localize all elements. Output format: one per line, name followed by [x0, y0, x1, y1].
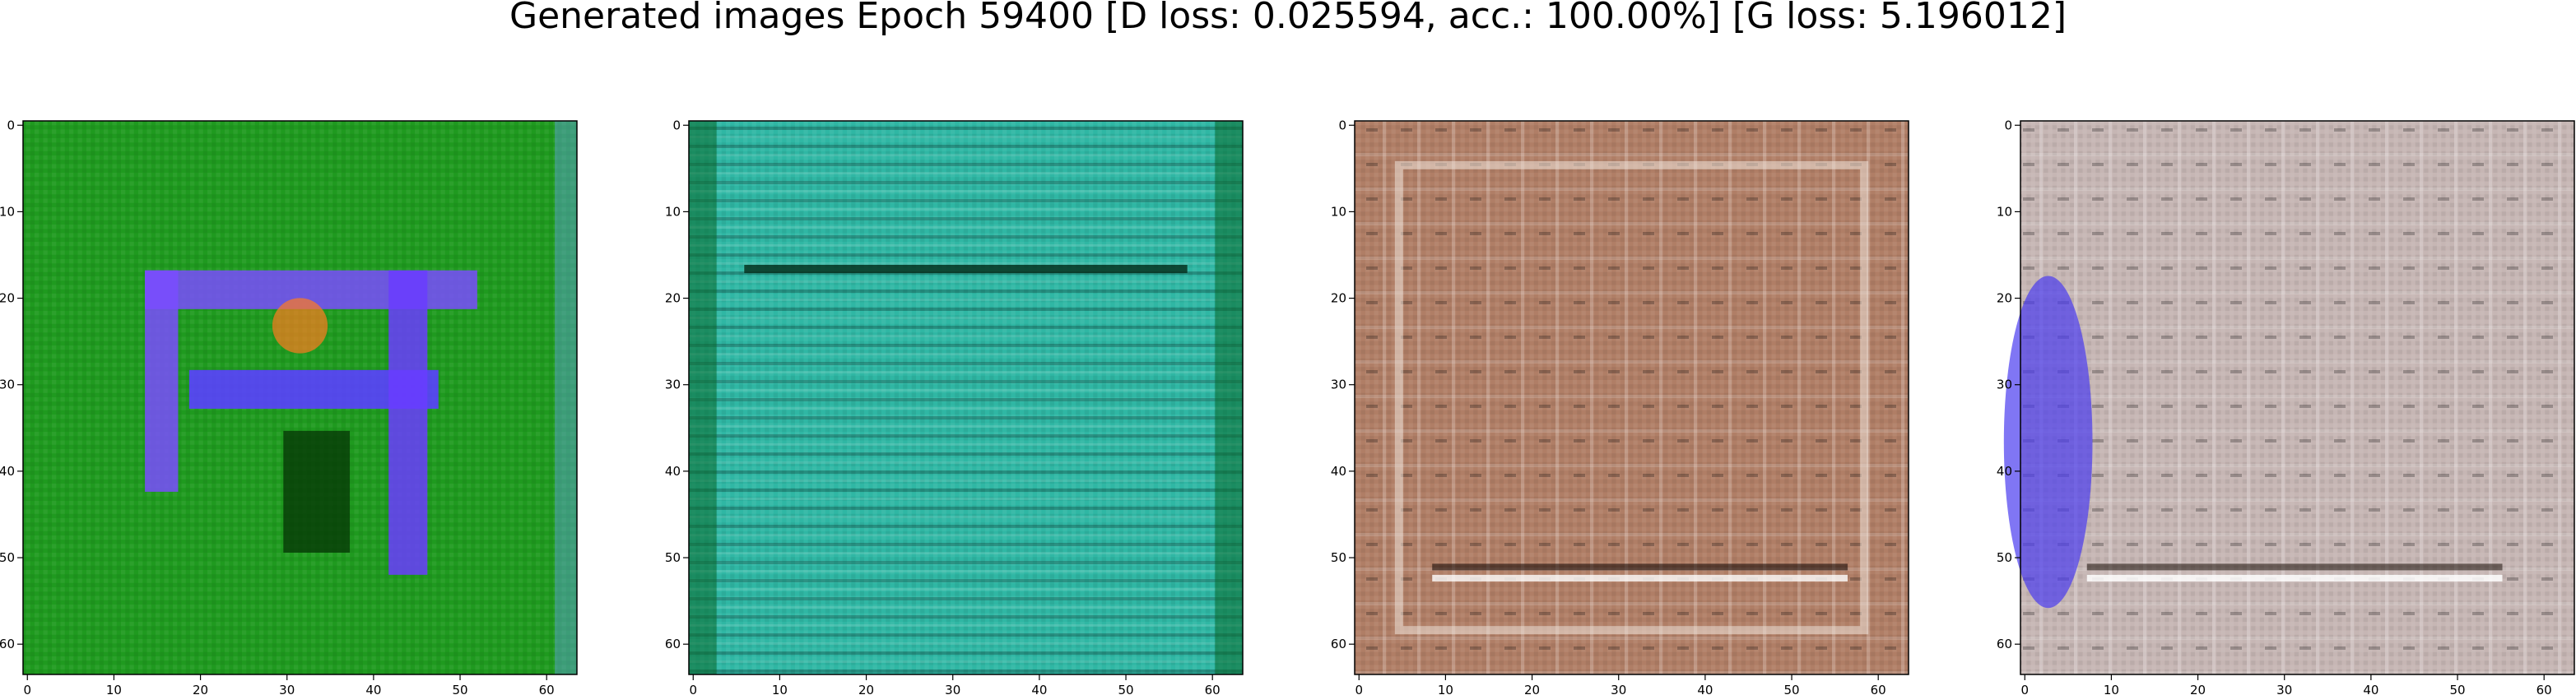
x-tick-label: 40: [1697, 683, 1713, 695]
y-tick-label: 40: [1997, 464, 2012, 479]
y-tick-label: 50: [1997, 550, 2012, 565]
figure-suptitle: Generated images Epoch 59400 [D loss: 0.…: [509, 0, 2067, 37]
image-feature-shape: [689, 121, 717, 674]
image-panel-3: 0 10 20 30 40 50 60 0 10 20 30 40 50 60: [1331, 118, 1909, 695]
y-tick-label: 30: [1331, 378, 1346, 392]
y-tick-label: 0: [672, 118, 681, 132]
x-tick-label: 20: [858, 683, 874, 695]
image-feature-shape: [555, 121, 577, 674]
x-tick-label: 20: [2190, 683, 2206, 695]
x-tick-label: 10: [772, 683, 788, 695]
image-feature-shape: [744, 264, 1188, 274]
y-tick-label: 60: [665, 637, 681, 651]
image-feature-shape: [2086, 574, 2503, 581]
x-tick-label: 40: [365, 683, 381, 695]
x-tick-label: 60: [1205, 683, 1221, 695]
image-feature-shape: [145, 270, 179, 492]
x-tick-label: 20: [193, 683, 208, 695]
image-feature-shape: [1215, 121, 1243, 674]
image-feature-shape: [2086, 563, 2503, 571]
image-feature-shape: [272, 298, 328, 354]
x-tick-label: 60: [539, 683, 555, 695]
y-tick-label: 20: [1997, 291, 2012, 306]
y-tick-label: 0: [1338, 118, 1346, 132]
x-tick-label: 10: [106, 683, 122, 695]
x-tick-label: 40: [2363, 683, 2378, 695]
axes-frame: [688, 120, 1244, 675]
x-tick-label: 10: [1438, 683, 1453, 695]
x-tick-label: 50: [1783, 683, 1799, 695]
x-tick-label: 50: [452, 683, 467, 695]
image-feature-shape: [1432, 574, 1848, 581]
x-tick-label: 0: [23, 683, 31, 695]
y-tick-label: 40: [665, 464, 681, 479]
image-feature-shape: [1394, 160, 1869, 635]
y-tick-label: 50: [0, 550, 15, 565]
axes-frame: [2020, 120, 2575, 675]
y-tick-label: 30: [665, 378, 681, 392]
x-tick-label: 0: [1355, 683, 1363, 695]
x-tick-label: 50: [2449, 683, 2465, 695]
y-tick-label: 50: [1331, 550, 1346, 565]
y-tick-label: 10: [1331, 204, 1346, 219]
y-tick-label: 20: [0, 291, 15, 306]
x-tick-label: 10: [2104, 683, 2119, 695]
x-tick-label: 20: [1524, 683, 1540, 695]
x-tick-label: 30: [1611, 683, 1626, 695]
axes-frame: [22, 120, 578, 675]
y-tick-label: 30: [1997, 378, 2012, 392]
image-feature-shape: [283, 430, 351, 553]
image-texture: [2020, 121, 2574, 674]
image-texture: [1355, 121, 1909, 674]
image-texture: [689, 121, 1243, 674]
image-feature-shape: [388, 270, 428, 575]
x-tick-label: 30: [945, 683, 960, 695]
image-feature-shape: [1432, 563, 1848, 571]
x-tick-label: 30: [2276, 683, 2292, 695]
x-tick-label: 30: [279, 683, 295, 695]
y-tick-label: 50: [665, 550, 681, 565]
y-tick-label: 60: [1997, 637, 2012, 651]
y-tick-label: 40: [0, 464, 15, 479]
x-tick-label: 50: [1118, 683, 1133, 695]
y-tick-label: 30: [0, 378, 15, 392]
y-tick-label: 20: [1331, 291, 1346, 306]
image-panel-2: 0 10 20 30 40 50 60 0 10 20 30 40 50 60: [665, 118, 1244, 695]
y-tick-label: 60: [1331, 637, 1346, 651]
axes-frame: [1354, 120, 1909, 675]
y-tick-label: 20: [665, 291, 681, 306]
y-tick-label: 10: [665, 204, 681, 219]
image-panel-1: 0 10 20 30 40 50 60 0 10 20 30 40 50 60: [0, 118, 578, 695]
x-tick-label: 60: [2536, 683, 2552, 695]
image-panel-4: 0 10 20 30 40 50 60 0 10 20 30 40 50 60: [1997, 118, 2575, 695]
x-tick-label: 0: [2020, 683, 2029, 695]
y-tick-label: 40: [1331, 464, 1346, 479]
y-tick-label: 0: [7, 118, 15, 132]
y-tick-label: 10: [0, 204, 15, 219]
y-tick-label: 60: [0, 637, 15, 651]
x-tick-label: 60: [1871, 683, 1886, 695]
x-tick-label: 40: [1031, 683, 1047, 695]
x-tick-label: 0: [689, 683, 697, 695]
y-tick-label: 0: [2004, 118, 2012, 132]
image-feature-shape: [2003, 276, 2093, 609]
y-tick-label: 10: [1997, 204, 2012, 219]
